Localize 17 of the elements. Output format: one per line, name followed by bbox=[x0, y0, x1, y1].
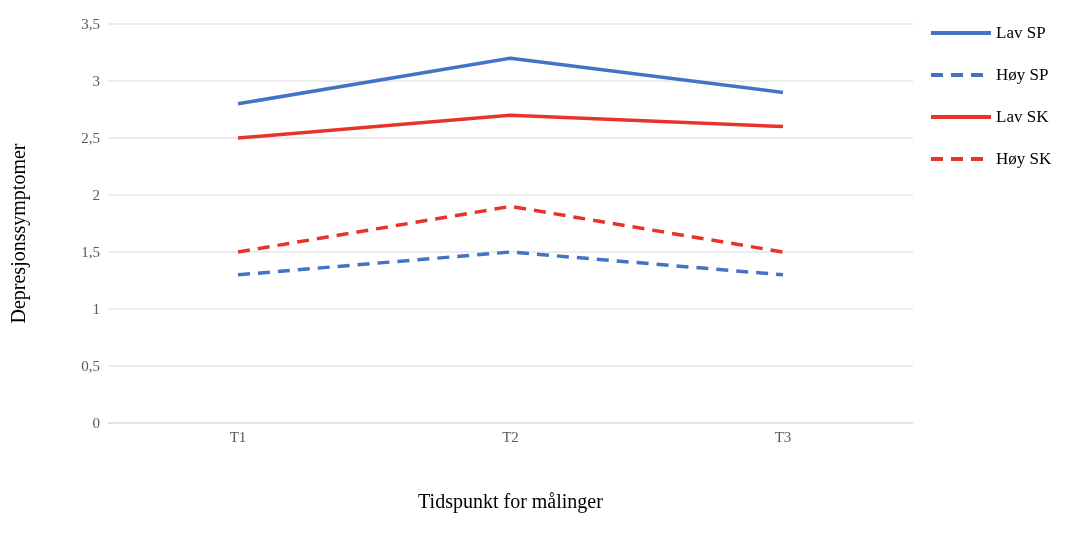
legend-label: Høy SP bbox=[996, 65, 1049, 85]
legend-label: Høy SK bbox=[996, 149, 1052, 169]
x-axis-title: Tidspunkt for målinger bbox=[418, 490, 604, 513]
y-tick-label: 2,5 bbox=[81, 130, 100, 147]
x-tick-label: T1 bbox=[229, 428, 247, 445]
x-tick-label: T3 bbox=[774, 428, 792, 445]
y-tick-label: 3,5 bbox=[81, 16, 100, 33]
x-tick-label: T2 bbox=[502, 428, 519, 445]
y-tick-label: 1,5 bbox=[81, 244, 100, 261]
y-axis-title: Depresjonssymptomer bbox=[7, 143, 31, 324]
y-tick-label: 3 bbox=[92, 73, 100, 90]
y-tick-label: 2 bbox=[92, 187, 100, 204]
y-tick-label: 1 bbox=[92, 301, 100, 318]
legend-label: Lav SK bbox=[996, 107, 1049, 127]
legend-label: Lav SP bbox=[996, 23, 1046, 43]
y-tick-label: 0,5 bbox=[81, 358, 100, 375]
y-tick-label: 0 bbox=[92, 415, 100, 432]
